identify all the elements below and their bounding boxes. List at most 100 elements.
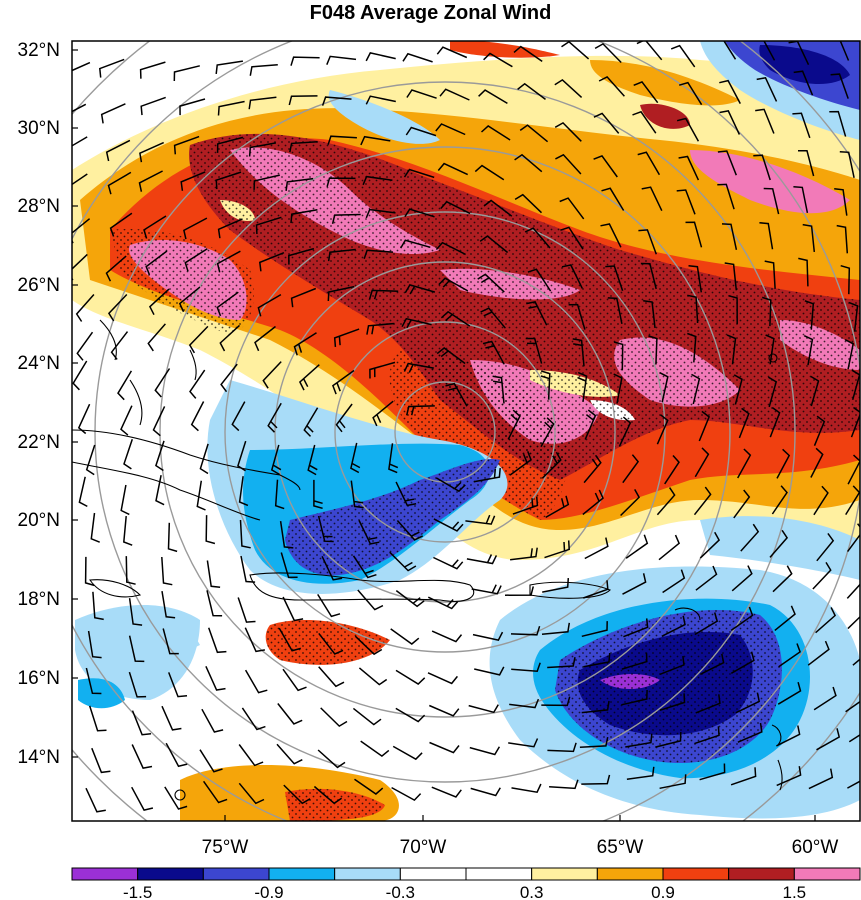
wind-barb — [508, 738, 539, 748]
wind-barb — [388, 443, 399, 474]
colorbar: -1.5 -0.9 -0.3 0.3 0.9 1.5 — [71, 867, 861, 900]
wind-barb — [248, 142, 277, 157]
lat-label-22: 22°N — [18, 432, 60, 453]
wind-barb — [362, 175, 393, 186]
wind-barb — [372, 400, 394, 427]
wind-barb — [290, 209, 318, 224]
wind-barb — [317, 594, 341, 618]
wind-barb — [480, 125, 511, 141]
wind-barb — [148, 288, 170, 316]
wind-barb — [777, 682, 802, 705]
wind-barb — [365, 95, 396, 105]
colorbar-swatch — [596, 867, 664, 881]
wind-barb — [445, 382, 468, 407]
lon-label-75w: 75°W — [202, 837, 249, 858]
wind-barb — [730, 606, 754, 632]
wind-barb — [238, 476, 249, 507]
wind-barb — [625, 733, 653, 748]
wind-barb — [840, 264, 851, 295]
wind-barb — [740, 523, 760, 552]
lat-label-24: 24°N — [18, 353, 60, 374]
wind-barb — [439, 88, 470, 101]
wind-barb — [173, 135, 200, 155]
wind-barb — [810, 375, 820, 407]
wind-barb — [465, 514, 496, 525]
wind-barb — [199, 443, 209, 475]
wind-barb — [717, 150, 737, 176]
wind-barb — [237, 597, 256, 623]
wind-barb — [778, 643, 802, 668]
wind-barb — [435, 123, 466, 136]
wind-barbs — [72, 41, 860, 813]
lat-label-30: 30°N — [18, 118, 60, 139]
wind-barb — [248, 96, 277, 110]
wind-barb — [815, 607, 837, 634]
wind-barb — [217, 100, 245, 116]
wind-barb — [593, 112, 620, 134]
wind-barb — [276, 743, 303, 765]
wind-barb — [678, 155, 700, 181]
wind-barb — [810, 447, 824, 478]
wind-barb — [155, 440, 165, 472]
wind-barb — [90, 512, 100, 543]
wind-barb — [391, 786, 422, 802]
wind-barb — [730, 767, 757, 786]
wind-barb — [307, 444, 318, 476]
wind-barb — [688, 264, 703, 293]
wind-barb — [622, 573, 647, 595]
wind-barb — [836, 224, 849, 254]
wind-barb — [691, 373, 701, 405]
wind-barb — [582, 489, 604, 516]
wind-barb — [600, 223, 622, 248]
wind-barb — [283, 784, 311, 805]
wind-barb — [695, 565, 718, 591]
wind-barb — [695, 694, 721, 714]
wind-barb — [231, 401, 246, 432]
wind-barb — [190, 401, 205, 432]
wind-barb — [254, 325, 276, 352]
wind-barb — [365, 208, 396, 219]
wind-barb — [694, 612, 719, 636]
wind-barb — [72, 218, 91, 244]
wind-barb — [403, 168, 435, 179]
wind-barb — [100, 103, 126, 124]
wind-barb — [274, 479, 285, 510]
wind-barb — [643, 299, 656, 328]
wind-barb — [354, 778, 384, 795]
wind-barb — [699, 531, 721, 559]
colorbar-label: -0.3 — [386, 883, 415, 900]
wind-barb — [238, 744, 264, 767]
wind-barb — [125, 556, 136, 585]
wind-barb — [109, 212, 133, 237]
wind-barb — [541, 696, 571, 707]
wind-barb — [278, 627, 301, 652]
colorbar-swatch — [268, 867, 336, 881]
wind-barb — [479, 235, 509, 254]
wind-barb — [511, 783, 542, 794]
wind-barb — [685, 221, 703, 248]
wind-barb — [239, 519, 251, 549]
wind-barb — [244, 669, 268, 694]
wind-barb — [436, 477, 466, 493]
wind-barb — [140, 96, 166, 116]
wind-barb — [162, 628, 179, 655]
wind-barb — [123, 439, 134, 470]
wind-barb — [84, 556, 95, 587]
wind-barb — [405, 126, 437, 137]
wind-barb — [128, 635, 145, 663]
wind-barb — [326, 55, 357, 65]
wind-barb — [641, 186, 663, 212]
wind-barb — [360, 135, 391, 146]
wind-barb — [622, 454, 640, 484]
wind-barb — [698, 410, 711, 442]
wind-barb — [658, 534, 681, 561]
wind-barb — [802, 223, 816, 252]
wind-barb — [288, 247, 315, 265]
wind-barb — [813, 485, 829, 516]
wind-barb — [774, 605, 796, 631]
wind-barb — [726, 334, 737, 365]
wind-barb — [216, 136, 244, 153]
wind-barb — [526, 301, 548, 326]
wind-barb — [350, 480, 364, 509]
